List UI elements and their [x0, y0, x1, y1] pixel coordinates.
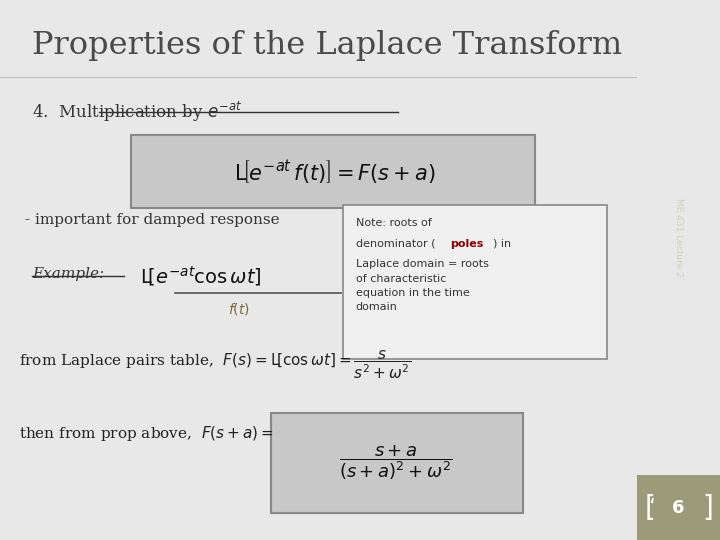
Text: Note: roots of: Note: roots of [356, 218, 431, 228]
Text: 4.  Multiplication by $e^{-at}$: 4. Multiplication by $e^{-at}$ [32, 100, 242, 124]
Text: 6: 6 [672, 498, 685, 517]
Text: from Laplace pairs table,  $F(s) = \mathrm{L}\!\left[\cos\omega t\right] = \dfra: from Laplace pairs table, $F(s) = \mathr… [19, 348, 411, 381]
Text: Example:: Example: [32, 267, 104, 281]
Text: then from prop above,  $F(s+a) =$: then from prop above, $F(s+a) =$ [19, 424, 274, 443]
Text: ) in: ) in [492, 239, 510, 249]
Text: $\mathrm{L}\!\left[e^{-at}\cos\omega t\right]$: $\mathrm{L}\!\left[e^{-at}\cos\omega t\r… [140, 265, 262, 288]
Text: denominator (: denominator ( [356, 239, 435, 249]
FancyBboxPatch shape [343, 205, 607, 359]
Text: $\dfrac{s+a}{(s+a)^2+\omega^2}$: $\dfrac{s+a}{(s+a)^2+\omega^2}$ [339, 443, 453, 482]
Text: Properties of the Laplace Transform: Properties of the Laplace Transform [32, 30, 622, 60]
Text: poles: poles [450, 239, 483, 249]
Text: [: [ [644, 494, 655, 522]
Text: Laplace domain = roots
of characteristic
equation in the time
domain: Laplace domain = roots of characteristic… [356, 259, 488, 313]
Text: $\mathrm{L}\!\left[e^{-at}\, f(t)\right] = F(s+a)$: $\mathrm{L}\!\left[e^{-at}\, f(t)\right]… [234, 158, 436, 185]
Text: ME 431 Lecture 2: ME 431 Lecture 2 [674, 198, 683, 277]
FancyBboxPatch shape [637, 475, 720, 540]
Text: ‘: ‘ [649, 497, 656, 518]
Text: ]: ] [702, 494, 713, 522]
FancyBboxPatch shape [271, 413, 523, 513]
Text: - important for damped response: - important for damped response [25, 213, 280, 227]
FancyBboxPatch shape [130, 135, 535, 208]
Text: $f(t)$: $f(t)$ [228, 301, 250, 317]
